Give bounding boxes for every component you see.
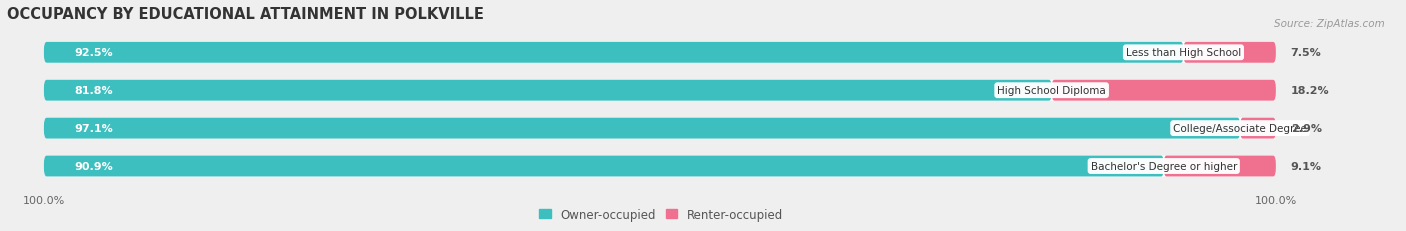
FancyBboxPatch shape xyxy=(1164,156,1275,177)
Text: OCCUPANCY BY EDUCATIONAL ATTAINMENT IN POLKVILLE: OCCUPANCY BY EDUCATIONAL ATTAINMENT IN P… xyxy=(7,7,484,22)
FancyBboxPatch shape xyxy=(44,80,1275,101)
Text: 7.5%: 7.5% xyxy=(1291,48,1322,58)
Text: 92.5%: 92.5% xyxy=(75,48,114,58)
FancyBboxPatch shape xyxy=(1184,43,1275,64)
Text: Less than High School: Less than High School xyxy=(1126,48,1241,58)
Legend: Owner-occupied, Renter-occupied: Owner-occupied, Renter-occupied xyxy=(540,208,783,221)
FancyBboxPatch shape xyxy=(44,118,1240,139)
FancyBboxPatch shape xyxy=(44,43,1184,64)
FancyBboxPatch shape xyxy=(44,118,1275,139)
FancyBboxPatch shape xyxy=(1240,118,1275,139)
FancyBboxPatch shape xyxy=(44,80,1052,101)
Text: 90.9%: 90.9% xyxy=(75,161,114,171)
FancyBboxPatch shape xyxy=(1052,80,1275,101)
FancyBboxPatch shape xyxy=(44,156,1275,177)
Text: 97.1%: 97.1% xyxy=(75,124,114,134)
Text: 81.8%: 81.8% xyxy=(75,86,114,96)
Text: Source: ZipAtlas.com: Source: ZipAtlas.com xyxy=(1274,18,1385,28)
Text: 9.1%: 9.1% xyxy=(1291,161,1322,171)
FancyBboxPatch shape xyxy=(44,156,1164,177)
FancyBboxPatch shape xyxy=(44,43,1275,64)
Text: High School Diploma: High School Diploma xyxy=(997,86,1107,96)
Text: 18.2%: 18.2% xyxy=(1291,86,1329,96)
Text: 2.9%: 2.9% xyxy=(1291,124,1322,134)
Text: College/Associate Degree: College/Associate Degree xyxy=(1173,124,1308,134)
Text: Bachelor's Degree or higher: Bachelor's Degree or higher xyxy=(1091,161,1237,171)
